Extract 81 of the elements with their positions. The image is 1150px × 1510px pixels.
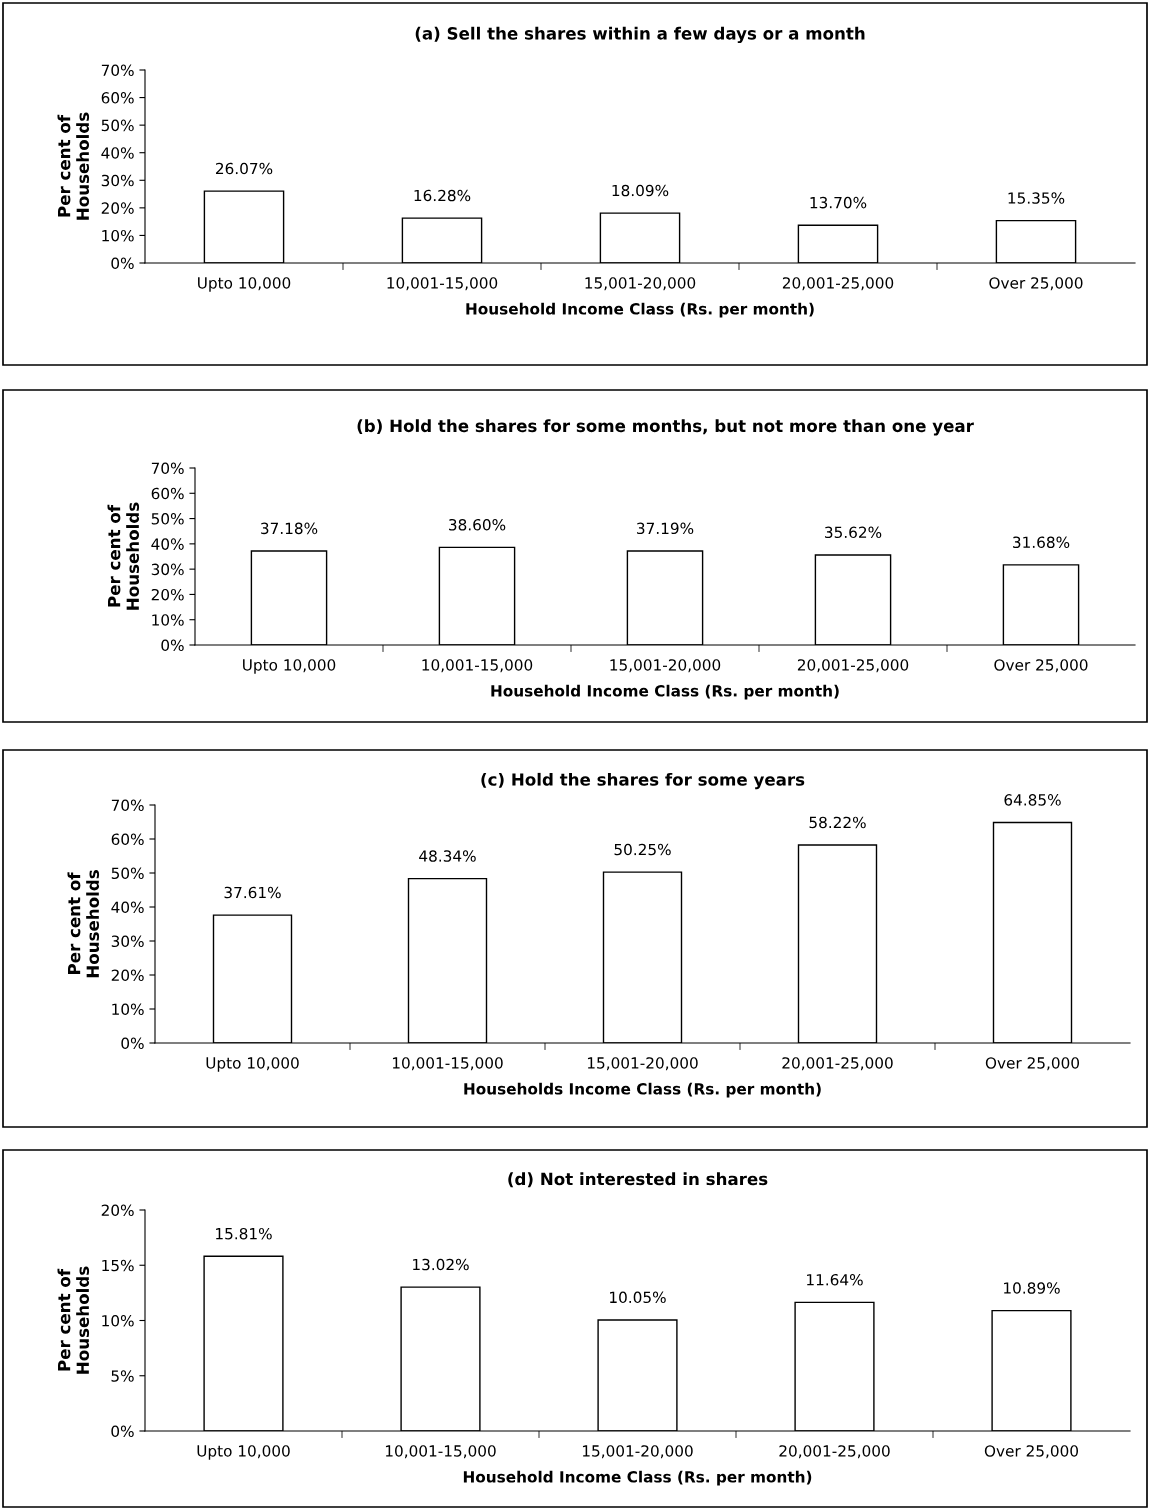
- y-tick-label: 0%: [121, 1037, 144, 1050]
- x-tick-label: Over 25,000: [994, 659, 1088, 673]
- data-label: 50.25%: [614, 843, 671, 856]
- data-label: 38.60%: [449, 518, 506, 531]
- y-tick-label: 20%: [101, 202, 134, 214]
- y-tick-label: 50%: [151, 513, 184, 525]
- data-label: 58.22%: [809, 816, 866, 829]
- y-axis-title: Per cent of Households: [67, 870, 100, 978]
- data-label: 37.61%: [224, 886, 281, 899]
- data-label: 18.09%: [612, 184, 669, 197]
- chart-title: (c) Hold the shares for some years: [481, 772, 805, 790]
- y-tick-label: 60%: [111, 833, 144, 846]
- y-tick-label: 20%: [111, 969, 144, 982]
- x-tick-label: 10,001-15,000: [392, 1057, 503, 1071]
- data-label: 10.05%: [610, 1291, 666, 1304]
- x-tick-label: 15,001-20,000: [585, 277, 696, 291]
- data-label: 48.34%: [419, 850, 476, 862]
- data-label: 15.81%: [216, 1227, 272, 1240]
- y-tick-label: 50%: [101, 119, 134, 132]
- x-tick-label: Upto 10,000: [197, 1445, 290, 1460]
- x-tick-label: 15,001-20,000: [587, 1057, 698, 1071]
- data-label: 16.28%: [414, 189, 471, 202]
- x-axis-title: Household Income Class (Rs. per month): [466, 302, 814, 318]
- data-label: 64.85%: [1004, 794, 1061, 806]
- y-tick-label: 40%: [111, 901, 144, 914]
- y-axis-title: Per cent of Households: [107, 502, 140, 610]
- y-tick-label: 30%: [111, 935, 144, 948]
- chart-title: (b) Hold the shares for some months, but not more than one year: [357, 419, 974, 436]
- y-tick-label: 70%: [111, 799, 144, 812]
- data-label: 26.07%: [215, 162, 273, 175]
- y-axis-title: Per cent of Households: [57, 112, 90, 220]
- y-tick-label: 10%: [112, 1003, 144, 1016]
- data-label: 37.18%: [261, 522, 318, 535]
- x-tick-label: 15,001-20,000: [610, 659, 721, 673]
- x-tick-label: Over 25,000: [985, 1057, 1080, 1071]
- data-label: 11.64%: [807, 1273, 863, 1286]
- y-tick-label: 20%: [151, 588, 184, 601]
- x-axis-title: Household Income Class (Rs. per month): [491, 684, 839, 700]
- y-tick-label: 0%: [161, 639, 184, 652]
- y-tick-label: 60%: [101, 92, 134, 104]
- y-tick-label: 30%: [151, 563, 184, 576]
- x-tick-label: 20,001-25,000: [782, 277, 894, 291]
- chart-title: (d) Not interested in shares: [508, 1172, 768, 1188]
- data-label: 15.35%: [1008, 192, 1065, 204]
- y-tick-label: 10%: [102, 229, 134, 242]
- y-tick-label: 60%: [151, 487, 184, 500]
- x-tick-label: 20,001-25,000: [797, 659, 909, 673]
- data-label: 35.62%: [825, 526, 882, 539]
- data-label: 10.89%: [1004, 1282, 1060, 1294]
- x-tick-label: 10,001-15,000: [387, 277, 498, 291]
- y-tick-label: 40%: [101, 147, 134, 159]
- x-tick-label: 20,001-25,000: [779, 1445, 890, 1459]
- chart-title: (a) Sell the shares within a few days or a month: [415, 26, 865, 44]
- y-tick-label: 0%: [111, 1425, 134, 1438]
- x-tick-label: 15,001-20,000: [582, 1445, 693, 1459]
- y-tick-label: 50%: [111, 867, 144, 880]
- y-tick-label: 70%: [101, 64, 134, 77]
- y-tick-label: 20%: [101, 1204, 134, 1217]
- x-tick-label: Upto 10,000: [206, 1057, 299, 1072]
- y-tick-label: 40%: [151, 538, 184, 550]
- x-tick-label: Over 25,000: [989, 277, 1083, 291]
- y-tick-label: 10%: [152, 614, 184, 626]
- x-axis-title: Household Income Class (Rs. per month): [463, 1470, 812, 1486]
- x-tick-label: Over 25,000: [984, 1445, 1079, 1459]
- x-tick-label: 10,001-15,000: [385, 1445, 496, 1459]
- data-label: 13.70%: [810, 196, 867, 209]
- data-label: 13.02%: [413, 1258, 469, 1271]
- x-tick-label: Upto 10,000: [243, 659, 336, 674]
- y-tick-label: 30%: [101, 174, 134, 187]
- y-tick-label: 5%: [111, 1370, 134, 1382]
- y-tick-label: 10%: [102, 1314, 134, 1327]
- x-tick-label: 20,001-25,000: [782, 1057, 893, 1071]
- x-tick-label: Upto 10,000: [198, 277, 291, 292]
- data-label: 37.19%: [637, 522, 694, 535]
- x-axis-title: Households Income Class (Rs. per month): [464, 1082, 821, 1098]
- x-tick-label: 10,001-15,000: [422, 659, 533, 673]
- y-tick-label: 70%: [151, 462, 184, 475]
- data-label: 31.68%: [1013, 536, 1070, 549]
- y-axis-title: Per cent of Households: [57, 1266, 90, 1374]
- y-tick-label: 15%: [102, 1259, 134, 1272]
- y-tick-label: 0%: [111, 257, 134, 270]
